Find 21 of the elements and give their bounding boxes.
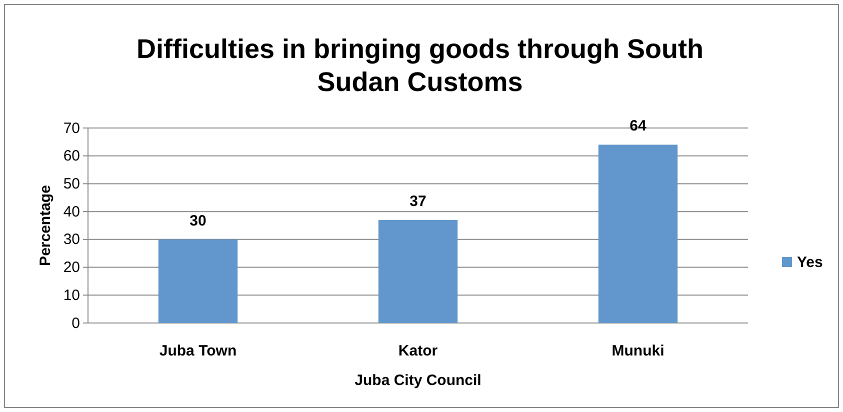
- y-tick-label: 10: [63, 286, 80, 304]
- data-label: 37: [410, 192, 426, 210]
- data-label: 30: [190, 212, 206, 230]
- chart-title: Difficulties in bringing goods through South Sudan Customs: [136, 34, 704, 97]
- bar: [378, 220, 458, 323]
- y-tick-label: 20: [63, 259, 80, 276]
- x-tick-label: Munuki: [612, 342, 664, 360]
- y-tick-label: 40: [63, 203, 80, 220]
- x-axis-title: Juba City Council: [354, 372, 482, 389]
- bar: [598, 144, 678, 323]
- y-tick-label: 70: [63, 120, 80, 137]
- y-tick-label: 0: [72, 314, 80, 332]
- legend-label: Yes: [797, 254, 823, 271]
- x-tick-label: Kator: [398, 342, 438, 360]
- data-label: 64: [630, 118, 647, 135]
- bar: [158, 239, 238, 323]
- y-tick-label: 50: [63, 176, 80, 193]
- y-tick-label: 60: [63, 148, 80, 165]
- x-tick-label: Juba Town: [159, 342, 237, 360]
- y-tick-label: 30: [63, 231, 80, 248]
- y-axis-title: Percentage: [37, 185, 54, 266]
